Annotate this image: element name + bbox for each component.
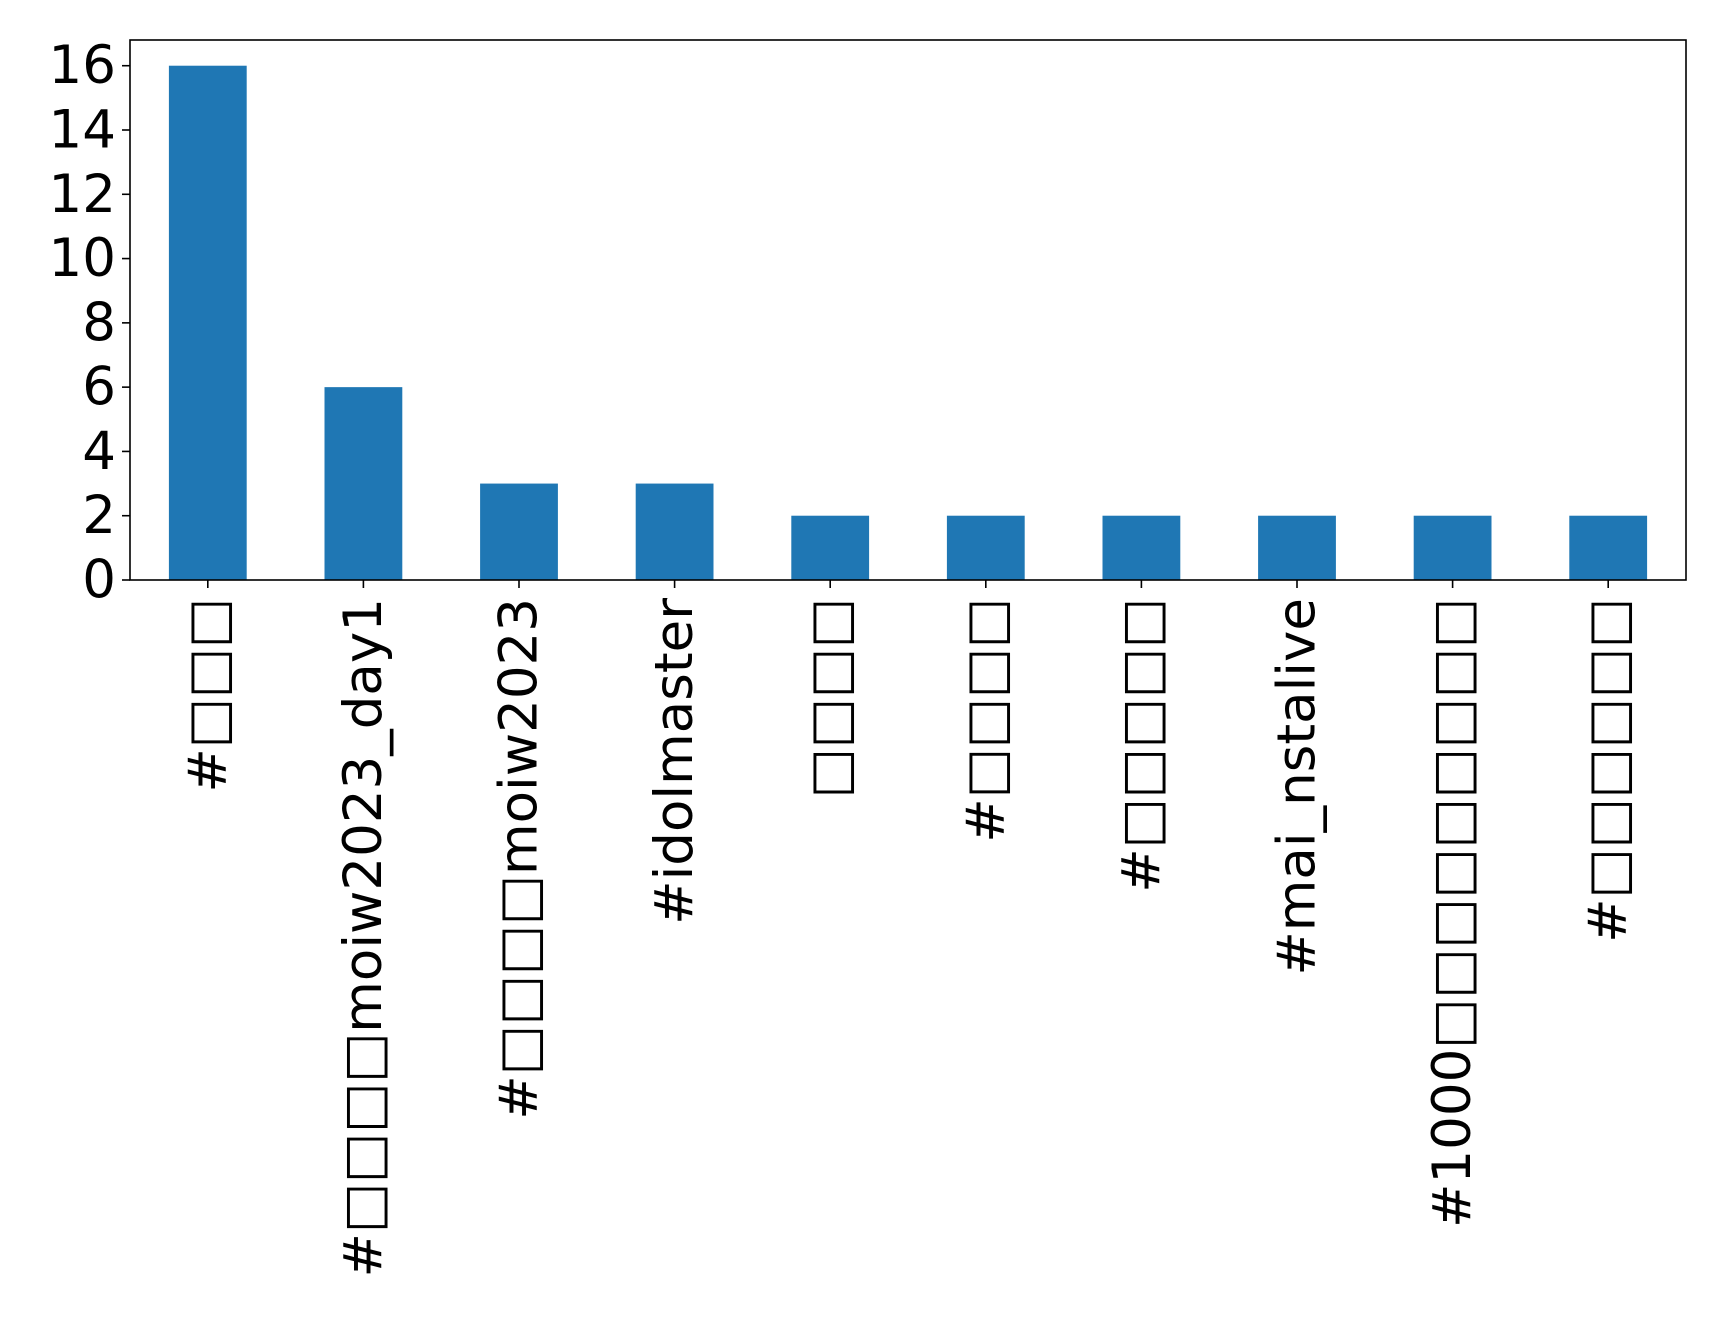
x-axis: #□□□ #□□□□moiw2023_day1 #□□□□moiw2023 #idol… xyxy=(177,580,1639,1277)
bar xyxy=(480,483,558,580)
x-tick-label: #□□□ xyxy=(177,598,238,793)
y-tick-label: 16 xyxy=(49,35,116,96)
y-tick-label: 4 xyxy=(82,421,116,482)
bar xyxy=(791,515,870,580)
x-tick-label: #idolmaster xyxy=(644,598,705,925)
bar xyxy=(946,515,1025,580)
y-tick-label: 14 xyxy=(49,100,116,161)
x-tick-label: #□□□□moiw2023 xyxy=(489,598,550,1120)
x-tick-label: #□□□□moiw2023_day1 xyxy=(333,598,394,1277)
bar xyxy=(168,65,247,580)
y-tick-label: 6 xyxy=(82,357,116,418)
y-tick-label: 12 xyxy=(49,164,116,225)
x-tick-label: #1000□□□□□□□□□ xyxy=(1422,598,1483,1228)
bar xyxy=(1102,515,1181,580)
bar xyxy=(1258,515,1336,580)
x-tick-label: #□□□□□□ xyxy=(1578,598,1639,943)
y-tick-label: 2 xyxy=(82,485,116,546)
bar xyxy=(324,387,403,580)
y-tick-label: 0 xyxy=(82,550,116,611)
x-tick-label: #□□□□□ xyxy=(1111,598,1172,893)
x-tick-label: #mai_nstalive xyxy=(1267,598,1328,976)
plot-frame xyxy=(129,39,1687,581)
bar xyxy=(635,483,714,580)
x-tick-label: #□□□□ xyxy=(955,598,1016,843)
y-tick-label: 10 xyxy=(49,228,116,289)
bars-group xyxy=(168,65,1648,580)
bar xyxy=(1569,515,1648,580)
x-tick-label: □□□□ xyxy=(800,598,861,798)
bar xyxy=(1413,515,1492,580)
y-tick-label: 8 xyxy=(82,292,116,353)
